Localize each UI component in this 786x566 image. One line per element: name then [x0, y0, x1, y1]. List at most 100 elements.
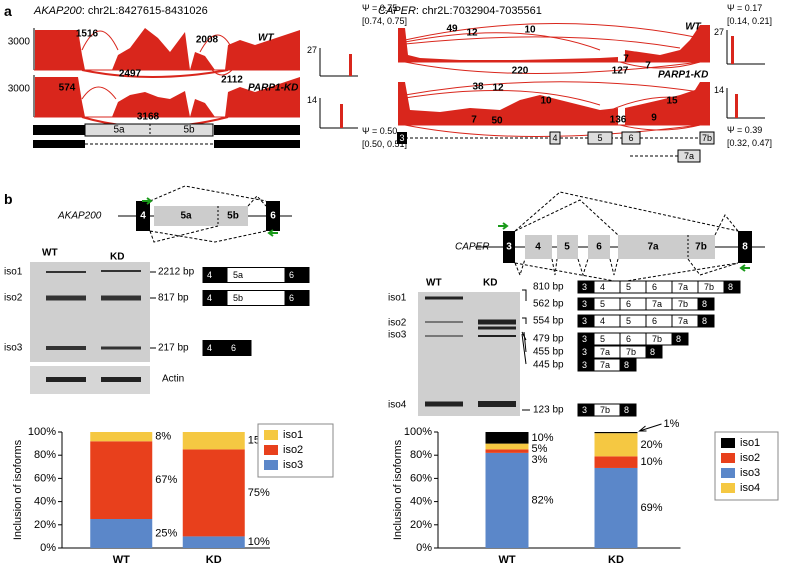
exon [723, 280, 741, 294]
bar-segment [594, 456, 638, 468]
sashimi-track [33, 75, 300, 128]
exon [677, 149, 701, 163]
label: 7b [600, 405, 610, 415]
exon [284, 290, 310, 306]
exon [697, 297, 715, 311]
label: 5b [227, 211, 239, 222]
legend-label: iso2 [740, 452, 760, 464]
exon [33, 140, 85, 148]
junction-arc [404, 32, 601, 51]
bar-segment [594, 467, 638, 548]
label: Ψ = 0.39 [727, 125, 762, 135]
band [425, 401, 463, 407]
data-label: 10% [532, 432, 554, 444]
label: 123 bp [533, 405, 564, 416]
junction-arc [81, 30, 119, 51]
label: 479 bp [533, 334, 564, 345]
label: 574 [59, 83, 76, 94]
band [101, 377, 141, 382]
exon [266, 201, 280, 231]
label: 3 [582, 316, 587, 326]
junction-arc [81, 69, 229, 78]
legend-swatch [721, 453, 735, 463]
y-tick-label: 40% [410, 496, 432, 508]
band [478, 326, 516, 330]
band [478, 401, 516, 407]
data-label: 10% [641, 456, 663, 468]
gene-locus: : chr2L:8427615-8431026 [82, 5, 208, 17]
exon [218, 206, 248, 226]
primer-arrow [267, 229, 278, 237]
label: 7a [678, 282, 688, 292]
label: 7b [626, 347, 636, 357]
label: 2112 [221, 75, 243, 86]
histogram-bar [735, 94, 738, 118]
label: 5a [113, 125, 125, 136]
exon [621, 131, 641, 145]
x-tick-label: WT [113, 554, 130, 566]
gene-name: CAPER [378, 5, 416, 17]
size-bracket [521, 289, 530, 411]
band [46, 295, 86, 301]
exon [593, 332, 621, 346]
exon [503, 231, 515, 263]
gel [30, 262, 150, 362]
band [101, 346, 141, 350]
label: 14 [714, 85, 724, 95]
label: 127 [612, 66, 629, 77]
exon [154, 206, 218, 226]
bar-segment [485, 449, 529, 453]
coverage [190, 52, 215, 70]
band [425, 296, 463, 300]
coverage [225, 77, 300, 117]
junction-arc [404, 81, 701, 96]
x-tick-label: WT [498, 554, 515, 566]
label: 3 [582, 334, 587, 344]
label: [0.14, 0.21] [727, 16, 772, 26]
label: 7a [600, 347, 610, 357]
bar-segment [182, 432, 245, 450]
label: 8 [702, 299, 707, 309]
label: 8 [650, 347, 655, 357]
label: 2497 [119, 69, 142, 80]
data-label: 67% [155, 474, 177, 486]
junction-arc [404, 36, 681, 49]
label: Actin [162, 374, 184, 385]
exon [214, 140, 300, 148]
label: 9 [651, 113, 657, 124]
junction-arc [599, 96, 696, 116]
label: 7 [471, 115, 477, 126]
label: WT [685, 22, 701, 33]
label: PARP1-KD [658, 70, 708, 81]
label: 5b [233, 293, 243, 303]
exon [645, 345, 663, 359]
label: [0.74, 0.75] [362, 16, 407, 26]
label: 2212 bp [158, 267, 195, 278]
label: 7b [702, 133, 712, 143]
label: 6 [289, 293, 294, 303]
label: 445 bp [533, 360, 564, 371]
label: iso1 [4, 267, 23, 278]
y-tick-label: 20% [34, 519, 56, 531]
label: 5 [600, 299, 605, 309]
label: 7 [623, 54, 629, 65]
x-tick-label: KD [608, 554, 624, 566]
label: 1516 [76, 29, 99, 40]
coverage [625, 82, 710, 125]
label: 14 [307, 95, 317, 105]
junction-arc [619, 124, 701, 131]
label: iso2 [4, 293, 23, 304]
data-label: 5% [532, 443, 548, 455]
exon [699, 131, 715, 145]
label: 10 [540, 96, 552, 107]
coverage [625, 25, 710, 62]
label: WT [258, 33, 274, 44]
label: [0.50, 0.51] [362, 139, 407, 149]
exon [525, 235, 552, 259]
y-tick-label: 100% [28, 426, 56, 438]
label: 3 [582, 282, 587, 292]
data-label: 75% [248, 487, 270, 499]
label: 7b [704, 282, 714, 292]
label: 3 [399, 133, 404, 143]
